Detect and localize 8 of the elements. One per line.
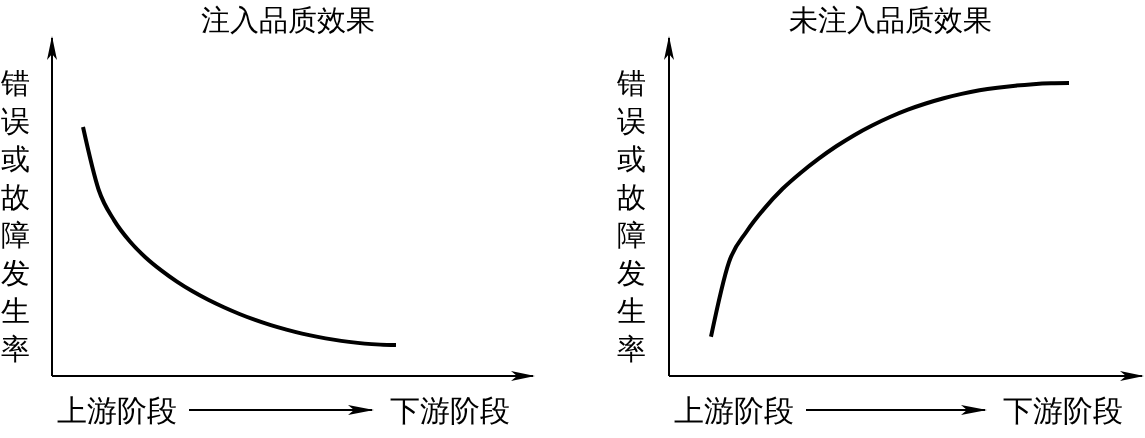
chart-title: 注入品质效果 xyxy=(201,4,375,36)
text: 上游阶段 xyxy=(57,393,177,427)
chart-title: 未注入品质效果 xyxy=(788,4,992,36)
text: 上游阶段 xyxy=(674,393,794,427)
text: 下游阶段 xyxy=(390,393,510,427)
text: 下游阶段 xyxy=(1003,393,1123,427)
y-axis-title: 错误或故障发生率 xyxy=(0,67,30,365)
y-axis-title: 错误或故障发生率 xyxy=(615,67,646,365)
